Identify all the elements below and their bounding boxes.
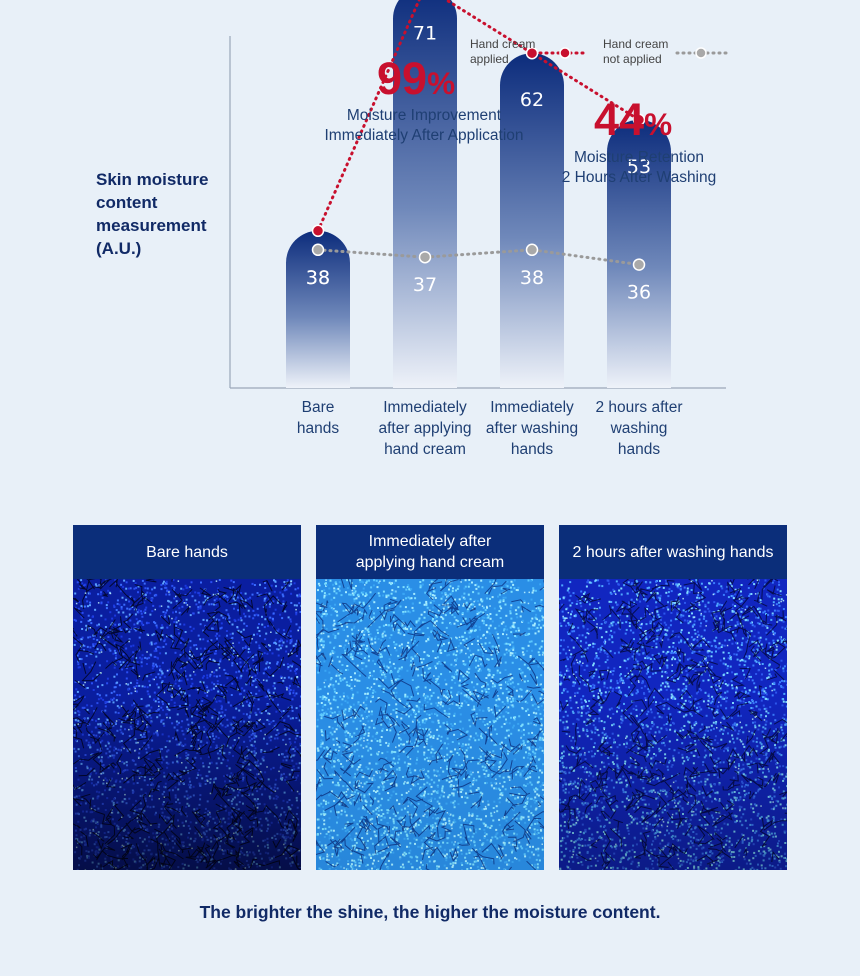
category-label-1: Immediately after applying hand cream: [378, 399, 472, 458]
panel-after-cream: Immediately after applying hand cream: [316, 525, 544, 870]
skin-texture-image: [316, 579, 544, 870]
bar-value-applied-1: 71: [413, 23, 437, 45]
bar-value-applied-3: 53: [627, 156, 651, 178]
point-applied-3: [632, 113, 646, 127]
legend-label-applied: Hand cream applied: [470, 37, 536, 66]
panel-bare-hands: Bare hands: [73, 525, 301, 870]
panel-after-washing: 2 hours after washing hands: [559, 525, 787, 870]
legend-marker-not-applied: [695, 47, 707, 59]
improvement-description: Moisture Improvement Immediately After Ap…: [324, 107, 524, 144]
bar-applied-3: [607, 119, 671, 389]
value-not-applied-1: 37: [413, 274, 437, 296]
category-label-2: Immediately after washing hands: [485, 399, 579, 458]
improvement-percent: 99%: [377, 53, 456, 104]
point-not-applied-0: [311, 243, 325, 257]
retention-percent: 44%: [594, 94, 673, 145]
panel-title: 2 hours after washing hands: [559, 525, 787, 579]
panel-title: Immediately after applying hand cream: [316, 525, 544, 579]
point-not-applied-1: [418, 250, 432, 264]
bar-applied-2: [500, 53, 564, 388]
category-label-0: Bare hands: [296, 399, 340, 437]
value-not-applied-0: 38: [306, 267, 330, 289]
retention-description: Moisture Retention 2 Hours After Washing: [561, 149, 717, 186]
skin-texture-image: [73, 579, 301, 870]
panel-title: Bare hands: [73, 525, 301, 579]
line-not-applied: [316, 248, 641, 267]
point-not-applied-3: [632, 258, 646, 271]
point-not-applied-2: [525, 243, 539, 257]
category-label-3: 2 hours after washing hands: [595, 399, 683, 458]
bar-value-applied-0: 38: [306, 267, 330, 289]
y-axis-label: Skin moisture content measurement (A.U.): [96, 170, 209, 258]
value-not-applied-3: 36: [627, 282, 651, 304]
legend-label-not-applied: Hand cream not applied: [603, 37, 669, 66]
bar-value-applied-2: 62: [520, 89, 544, 111]
value-not-applied-2: 38: [520, 267, 544, 289]
line-applied: [316, 0, 641, 233]
legend-marker-applied: [559, 47, 571, 59]
point-applied-0: [311, 224, 325, 238]
skin-texture-image: [559, 579, 787, 870]
caption: The brighter the shine, the higher the m…: [199, 902, 661, 922]
bar-applied-1: [393, 0, 457, 388]
bar-applied-0: [286, 230, 350, 388]
point-applied-2: [525, 46, 539, 60]
